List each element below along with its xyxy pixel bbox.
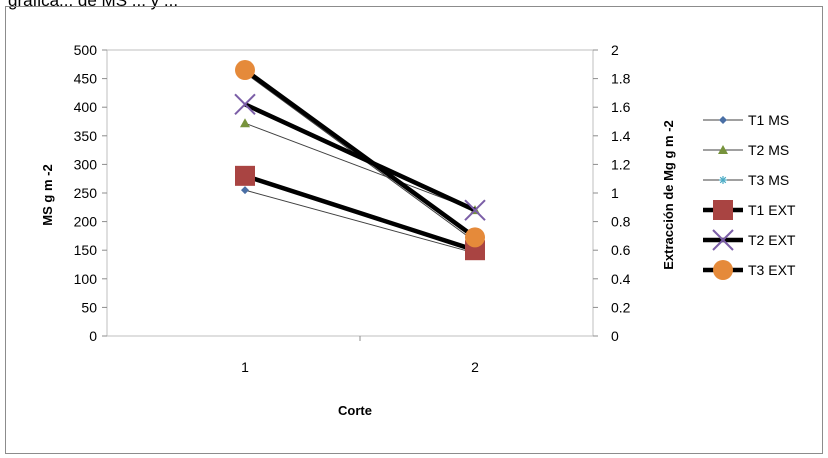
data-point-t1-ext [235,165,255,186]
series-line-t1-ms [244,189,476,254]
y-tick-label-left: 300 [74,156,98,172]
legend-entry-t3-ms: T3 MS [703,172,789,188]
y-tick-label-left: 200 [74,214,98,230]
plot-border [106,49,594,337]
y-tick-label-left: 450 [74,71,98,87]
legend-entry-t3-ext: T3 EXT [703,260,796,280]
y-tick-label-right: 1.4 [611,128,631,144]
axes: 0 50 100 150 200 250 300 350 400 450 500 0 0.2 0.4 0.6… [74,42,631,375]
legend: T1 MS T2 MS T3 MS T1 EXT T2 EXT T3 EXT [703,112,796,280]
chart-frame [5,6,823,454]
y-tick-label-left: 350 [74,128,98,144]
data-point-t3-ext [235,60,255,81]
legend-label: T3 EXT [748,262,796,278]
data-point-t2-ext [234,93,256,116]
legend-marker [719,176,727,184]
y-tick-label-left: 400 [74,99,98,115]
data-point-t2-ms [240,118,250,128]
y-tick-label-left: 50 [81,299,97,315]
legend-marker [712,229,734,251]
series-line-t3-ext [243,68,477,240]
y-tick-label-right: 1.6 [611,99,631,115]
legend-entry-t1-ext: T1 EXT [703,200,796,220]
y-axis-title-left: MS g m -2 [40,164,55,225]
x-tick-label: 1 [241,359,249,375]
plot-area [106,49,594,337]
series-layer [234,60,486,261]
x-tick-label: 2 [471,359,479,375]
legend-marker [713,200,733,220]
series-t2-ext [234,93,486,221]
y-tick-label-right: 0.8 [611,214,631,230]
y-tick-label-right: 0 [611,328,619,344]
legend-label: T3 MS [748,172,789,188]
legend-label: T1 MS [748,112,789,128]
series-line-t2-ext [244,102,476,213]
legend-marker [713,260,733,280]
legend-label: T2 EXT [748,232,796,248]
series-t3-ext [235,60,485,248]
y-tick-label-left: 250 [74,185,98,201]
y-tick-label-left: 0 [89,328,97,344]
y-tick-label-right: 1.8 [611,71,631,87]
data-point-t1-ms [241,186,249,195]
y-tick-label-left: 150 [74,242,98,258]
legend-marker [719,116,727,124]
y-tick-label-left: 100 [74,271,98,287]
legend-marker [718,145,728,154]
y-tick-label-right: 2 [611,42,619,58]
x-axis-title: Corte [338,403,372,418]
data-point-t2-ext [464,199,486,221]
y-tick-label-right: 0.2 [611,299,631,315]
legend-label: T2 MS [748,142,789,158]
clipped-caption-text: gráfica... de MS ... y ... [8,0,179,10]
legend-entry-t2-ms: T2 MS [703,142,789,158]
y-tick-label-right: 1 [611,185,619,201]
y-tick-label-right: 0.6 [611,242,631,258]
legend-label: T1 EXT [748,202,796,218]
y-tick-label-right: 1.2 [611,156,631,172]
series-line-t1-ext [244,173,476,253]
y-tick-label-left: 500 [74,42,98,58]
y-axis-title-right: Extracción de Mg g m -2 [661,120,676,270]
data-point-t3-ext [465,227,485,248]
series-line-t2-ms [244,122,476,211]
legend-entry-t1-ms: T1 MS [703,112,789,128]
y-tick-label-right: 0.4 [611,271,631,287]
legend-entry-t2-ext: T2 EXT [703,229,796,251]
